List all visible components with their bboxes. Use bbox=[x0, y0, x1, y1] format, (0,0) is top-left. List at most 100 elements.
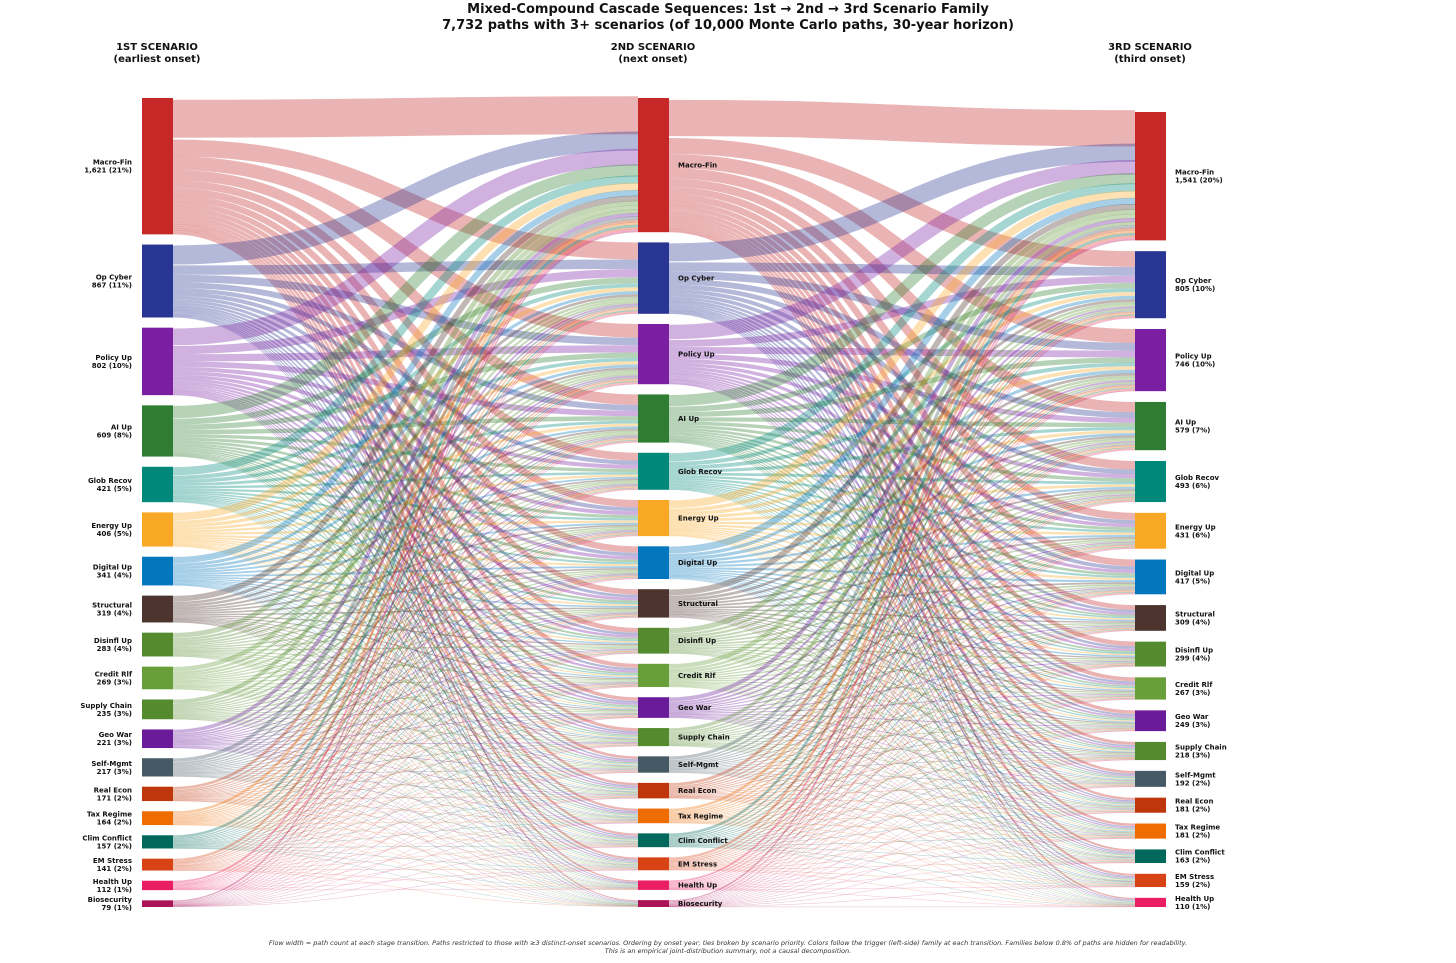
flow-1-policy-up-to-self-mgmt bbox=[172, 388, 639, 763]
flow-2-supply-chain-to-real-econ bbox=[668, 744, 1136, 810]
flow-1-self-mgmt-to-supply-chain bbox=[172, 742, 639, 774]
flow-2-op-cyber-to-macro-fin bbox=[668, 143, 1136, 262]
flow-2-structural-to-energy-up bbox=[668, 536, 1136, 607]
flow-2-supply-chain-to-op-cyber bbox=[668, 308, 1136, 734]
flow-1-energy-up-to-real-econ bbox=[172, 543, 639, 792]
flow-1-policy-up-to-op-cyber bbox=[172, 269, 639, 355]
flow-2-tax-regime-to-op-cyber bbox=[668, 312, 1136, 813]
flow-2-clim-conflict-to-supply-chain bbox=[668, 758, 1136, 845]
label-stage1-supply-chain: Supply Chain bbox=[80, 702, 132, 710]
flow-1-health-up-to-digital-up bbox=[172, 578, 639, 887]
title-line: Mixed-Compound Cascade Sequences: 1st → … bbox=[467, 2, 989, 17]
flow-1-geo-war-to-real-econ bbox=[172, 745, 639, 796]
flow-2-self-mgmt-to-em-stress bbox=[668, 772, 1136, 885]
flow-2-health-up-to-glob-recov bbox=[668, 501, 1136, 886]
node-stage1-clim-conflict bbox=[142, 835, 173, 849]
flow-2-real-econ-to-policy-up bbox=[668, 384, 1136, 789]
count-stage1-energy-up: 406 (5%) bbox=[97, 530, 132, 538]
node-stage2-biosecurity bbox=[638, 900, 669, 907]
flow-1-supply-chain-to-clim-conflict bbox=[172, 717, 639, 844]
node-stage2-disinfl-up bbox=[638, 627, 669, 654]
flow-1-real-econ-to-clim-conflict bbox=[172, 799, 639, 846]
node-stage1-geo-war bbox=[142, 729, 173, 749]
label-stage1-geo-war: Geo War bbox=[99, 731, 133, 739]
flow-1-credit-rlf-to-em-stress bbox=[172, 688, 639, 867]
stage-2-name: 2ND SCENARIO bbox=[610, 42, 696, 53]
flow-2-glob-recov-to-digital-up bbox=[668, 477, 1136, 578]
flow-1-supply-chain-to-supply-chain bbox=[172, 715, 639, 743]
node-stage1-self-mgmt bbox=[142, 758, 173, 777]
flow-1-em-stress-to-op-cyber bbox=[172, 311, 639, 863]
flow-1-health-up-to-glob-recov bbox=[172, 488, 639, 886]
flow-1-digital-up-to-disinfl-up bbox=[172, 578, 639, 645]
node-stage3-self-mgmt bbox=[1135, 770, 1166, 787]
flow-1-credit-rlf-to-real-econ bbox=[172, 686, 639, 794]
count-stage3-em-stress: 159 (2%) bbox=[1175, 881, 1210, 889]
node-stage1-disinfl-up bbox=[142, 632, 173, 657]
flow-2-clim-conflict-to-self-mgmt bbox=[668, 785, 1136, 846]
count-stage3-health-up: 110 (1%) bbox=[1175, 903, 1210, 911]
flow-2-self-mgmt-to-health-up bbox=[668, 772, 1136, 906]
flow-1-disinfl-up-to-real-econ bbox=[172, 653, 639, 794]
flow-2-tax-regime-to-clim-conflict bbox=[668, 822, 1136, 862]
flow-1-em-stress-to-health-up bbox=[172, 870, 639, 890]
flow-2-supply-chain-to-clim-conflict bbox=[668, 745, 1136, 860]
flow-1-biosecurity-to-supply-chain bbox=[172, 745, 639, 906]
flow-2-credit-rlf-to-energy-up bbox=[668, 540, 1136, 678]
flow-1-tax-regime-to-disinfl-up bbox=[172, 651, 639, 822]
flow-1-supply-chain-to-digital-up bbox=[172, 572, 639, 713]
flow-1-tax-regime-to-structural bbox=[172, 614, 639, 821]
flow-1-structural-to-self-mgmt bbox=[172, 619, 639, 767]
flow-2-tax-regime-to-credit-rlf bbox=[668, 697, 1136, 820]
flow-1-clim-conflict-to-real-econ bbox=[172, 796, 639, 847]
flow-2-clim-conflict-to-energy-up bbox=[668, 546, 1136, 842]
flow-1-energy-up-to-energy-up bbox=[172, 520, 639, 535]
flow-2-digital-up-to-tax-regime bbox=[668, 576, 1136, 833]
flow-1-op-cyber-to-health-up bbox=[172, 316, 639, 883]
flow-1-tax-regime-to-credit-rlf bbox=[172, 684, 639, 822]
flow-1-digital-up-to-policy-up bbox=[172, 364, 639, 570]
flow-2-clim-conflict-to-digital-up bbox=[668, 591, 1136, 843]
flow-2-supply-chain-to-glob-recov bbox=[668, 495, 1136, 738]
flow-2-structural-to-credit-rlf bbox=[668, 611, 1136, 692]
node-stage2-structural bbox=[638, 589, 669, 618]
label-stage1-glob-recov: Glob Recov bbox=[88, 477, 132, 485]
flow-1-energy-up-to-structural bbox=[172, 536, 639, 607]
label-stage2-geo-war: Geo War bbox=[678, 704, 712, 712]
flow-1-glob-recov-to-energy-up bbox=[172, 488, 639, 521]
flow-1-energy-up-to-credit-rlf bbox=[172, 539, 639, 677]
flow-1-supply-chain-to-op-cyber bbox=[172, 301, 639, 706]
flow-2-op-cyber-to-structural bbox=[668, 296, 1136, 613]
flow-2-health-up-to-em-stress bbox=[668, 886, 1136, 890]
flow-2-health-up-to-supply-chain bbox=[668, 759, 1136, 889]
flow-1-structural-to-disinfl-up bbox=[172, 615, 639, 646]
flow-1-digital-up-to-tax-regime bbox=[172, 583, 639, 817]
flow-1-ai-up-to-digital-up bbox=[172, 440, 639, 563]
flow-1-energy-up-to-clim-conflict bbox=[172, 544, 639, 841]
flow-1-structural-to-real-econ bbox=[172, 619, 639, 793]
flow-1-ai-up-to-real-econ bbox=[172, 452, 639, 790]
label-stage3-policy-up: Policy Up bbox=[1175, 353, 1212, 361]
flow-2-digital-up-to-health-up bbox=[668, 578, 1136, 903]
flow-1-disinfl-up-to-policy-up bbox=[172, 369, 639, 643]
flow-1-geo-war-to-clim-conflict bbox=[172, 746, 639, 845]
flow-1-macro-fin-to-health-up bbox=[172, 232, 639, 883]
flow-2-disinfl-up-to-tax-regime bbox=[668, 651, 1136, 834]
label-stage1-disinfl-up: Disinfl Up bbox=[94, 637, 132, 645]
flow-1-ai-up-to-self-mgmt bbox=[172, 451, 639, 764]
flow-2-health-up-to-disinfl-up bbox=[668, 665, 1136, 888]
flow-1-disinfl-up-to-em-stress bbox=[172, 655, 639, 866]
flow-2-glob-recov-to-clim-conflict bbox=[668, 488, 1136, 856]
flow-2-supply-chain-to-energy-up bbox=[668, 542, 1136, 739]
flow-2-energy-up-to-credit-rlf bbox=[668, 529, 1136, 690]
count-stage1-policy-up: 802 (10%) bbox=[92, 362, 132, 370]
flow-2-em-stress-to-macro-fin bbox=[668, 235, 1136, 860]
flow-1-macro-fin-to-ai-up bbox=[172, 169, 639, 405]
label-stage2-glob-recov: Glob Recov bbox=[678, 468, 722, 476]
flow-2-op-cyber-to-digital-up bbox=[668, 293, 1136, 570]
flow-2-em-stress-to-ai-up bbox=[668, 448, 1136, 864]
flow-2-em-stress-to-clim-conflict bbox=[668, 861, 1136, 870]
flow-2-disinfl-up-to-glob-recov bbox=[668, 491, 1136, 643]
flow-2-op-cyber-to-health-up bbox=[668, 313, 1136, 901]
